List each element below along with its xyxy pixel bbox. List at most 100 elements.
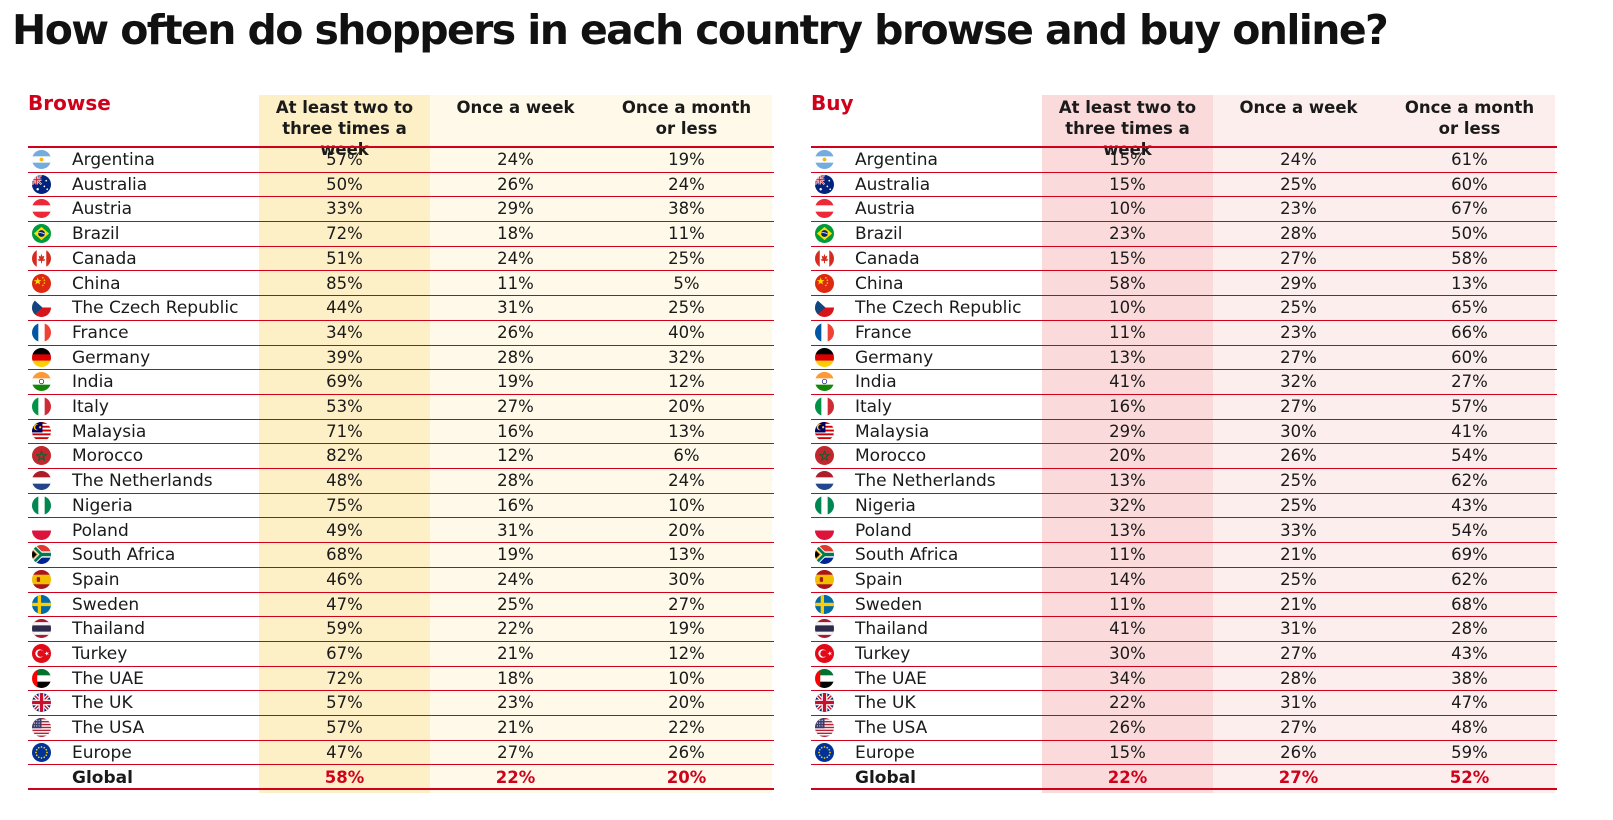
germany-flag-icon: [32, 347, 51, 367]
table-row: India 41% 32% 27%: [811, 370, 1557, 395]
country-name: Malaysia: [855, 421, 930, 442]
country-name: Turkey: [72, 644, 128, 664]
table-row: The USA 26% 27% 48%: [811, 716, 1557, 741]
table-cell: 62%: [1451, 569, 1488, 589]
czech-republic-flag-icon: [32, 298, 51, 318]
country-name: Argentina: [855, 150, 938, 170]
table-row: France 34% 26% 40%: [28, 321, 774, 346]
table-cell: 27%: [1280, 347, 1317, 367]
table-cell: 46%: [326, 569, 363, 589]
table-cell: 15%: [1109, 742, 1146, 762]
country-name: Canada: [855, 248, 920, 269]
country-name: Sweden: [72, 594, 140, 615]
table-row: Poland 13% 33% 54%: [811, 519, 1557, 544]
thailand-flag-icon: [815, 619, 834, 639]
table-row: The USA 57% 21% 22%: [28, 716, 774, 741]
table-cell: 82%: [326, 446, 363, 466]
global-row: Global 22% 27% 52%: [811, 766, 1557, 791]
table-cell: 21%: [1280, 545, 1317, 565]
table-cell: 28%: [497, 471, 534, 491]
table-cell: 24%: [497, 150, 534, 169]
table-cell: 72%: [326, 668, 363, 688]
table-cell: 30%: [668, 569, 705, 589]
table-cell: 25%: [1280, 298, 1317, 318]
poland-flag-icon: [32, 520, 51, 540]
country-name: Spain: [72, 569, 120, 590]
table-cell: 39%: [326, 347, 363, 367]
table-cell: 27%: [1451, 372, 1488, 392]
morocco-flag-icon: [32, 446, 51, 466]
table-cell: 18%: [497, 668, 534, 688]
table-cell: 57%: [326, 150, 363, 169]
czech-republic-flag-icon: [815, 298, 834, 318]
country-name: Morocco: [855, 446, 927, 467]
france-flag-icon: [32, 322, 51, 342]
table-cell: 13%: [668, 545, 705, 565]
table-cell: 69%: [326, 372, 363, 392]
table-cell: 43%: [1451, 644, 1488, 663]
table-cell: 31%: [497, 298, 534, 318]
country-name: Germany: [72, 347, 151, 368]
table-cell: 48%: [1451, 718, 1488, 738]
country-name: South Africa: [72, 545, 176, 566]
table-row: Poland 49% 31% 20%: [28, 519, 774, 544]
europe-flag-icon: [32, 742, 51, 762]
table-cell: 50%: [326, 174, 363, 194]
table-cell: 25%: [497, 594, 534, 614]
country-name: Argentina: [72, 150, 155, 170]
table-cell: 21%: [497, 718, 534, 738]
buy-table-label: Buy: [811, 91, 854, 115]
table-row: Italy 53% 27% 20%: [28, 395, 774, 420]
table-cell: 24%: [668, 471, 705, 491]
table-cell: 61%: [1451, 150, 1488, 169]
table-cell: 20%: [668, 397, 705, 416]
country-name: China: [855, 273, 904, 294]
usa-flag-icon: [815, 718, 834, 738]
country-name: China: [72, 273, 121, 294]
thailand-flag-icon: [32, 619, 51, 639]
table-cell: 13%: [1451, 273, 1488, 293]
table-cell: 38%: [668, 199, 705, 219]
table-cell: 27%: [1278, 767, 1319, 787]
table-row: Germany 39% 28% 32%: [28, 346, 774, 371]
table-cell: 27%: [1280, 397, 1317, 416]
table-row: Spain 46% 24% 30%: [28, 568, 774, 593]
country-name: Europe: [72, 742, 132, 763]
netherlands-flag-icon: [815, 471, 834, 491]
country-name: Poland: [72, 520, 129, 541]
table-cell: 20%: [666, 767, 707, 787]
table-cell: 69%: [1451, 545, 1488, 565]
table-cell: 23%: [1280, 199, 1317, 219]
table-cell: 19%: [497, 372, 534, 392]
table-cell: 28%: [497, 347, 534, 367]
table-cell: 25%: [1280, 569, 1317, 589]
table-cell: 47%: [326, 594, 363, 614]
turkey-flag-icon: [815, 644, 834, 663]
table-row: Spain 14% 25% 62%: [811, 568, 1557, 593]
sweden-flag-icon: [815, 594, 834, 614]
column-header: Once a month or less: [1404, 98, 1535, 138]
china-flag-icon: [815, 273, 834, 293]
table-cell: 75%: [326, 495, 363, 515]
table-cell: 22%: [1107, 767, 1148, 787]
netherlands-flag-icon: [32, 471, 51, 491]
country-name: The UK: [72, 693, 133, 714]
table-cell: 32%: [1109, 495, 1146, 515]
country-name: Sweden: [855, 594, 923, 615]
table-cell: 33%: [1280, 520, 1317, 540]
table-cell: 66%: [1451, 322, 1488, 342]
table-row: France 11% 23% 66%: [811, 321, 1557, 346]
country-name: The UAE: [855, 668, 927, 689]
table-cell: 16%: [497, 421, 534, 441]
country-name: The UK: [855, 693, 916, 714]
spain-flag-icon: [32, 569, 51, 589]
country-name: The Netherlands: [855, 471, 996, 492]
nigeria-flag-icon: [32, 495, 51, 515]
table-cell: 60%: [1451, 174, 1488, 194]
india-flag-icon: [815, 372, 834, 392]
italy-flag-icon: [815, 397, 834, 416]
country-name: India: [72, 372, 114, 393]
table-cell: 6%: [673, 446, 700, 466]
column-header: Once a week: [1239, 98, 1358, 117]
table-cell: 21%: [497, 644, 534, 663]
